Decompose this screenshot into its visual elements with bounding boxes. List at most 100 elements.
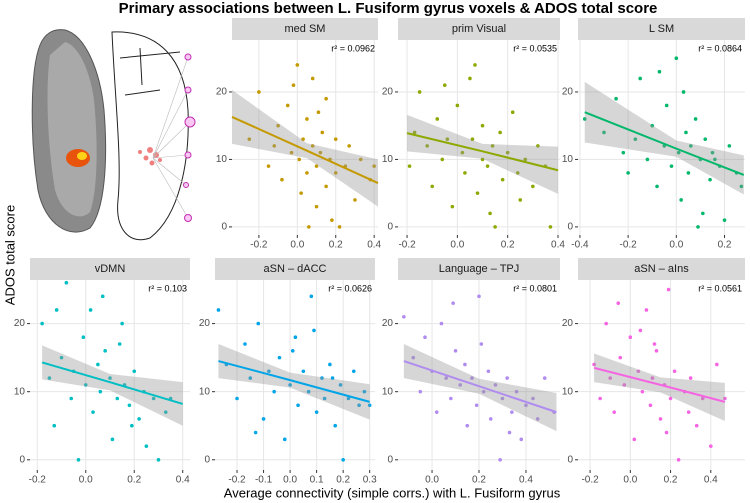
point [272,389,276,394]
point [402,314,406,319]
point [137,417,141,421]
point [235,396,239,401]
point [453,349,458,353]
point [710,150,715,155]
point [715,362,719,367]
point [120,321,124,326]
point [299,191,303,195]
point [444,376,448,380]
confidence-band [407,114,558,194]
panel-title: aSN – dACC [264,263,327,275]
point [353,198,357,202]
point [681,90,686,94]
point [307,225,311,229]
point [722,218,727,222]
point [309,294,314,299]
point [347,144,351,148]
x-tick-label: -0.2 [398,240,416,251]
point [608,376,612,380]
point [664,103,669,108]
point [132,369,137,374]
point [536,144,540,148]
point [430,184,435,189]
x-tick-label: 0.2 [472,475,486,486]
point [686,410,691,414]
point [117,342,122,346]
point [324,96,328,101]
point [261,417,266,421]
fit-line [218,360,370,403]
point [668,396,673,401]
confidence-band [594,353,725,421]
point [676,150,681,155]
x-tick-label: 0.0 [425,475,439,486]
point [621,150,626,155]
strip [232,18,378,40]
point [468,76,472,81]
point [480,157,485,162]
point [688,144,693,148]
point [81,335,86,340]
brain-highlight [47,42,97,217]
r-squared: r² = 0.0561 [698,283,742,293]
point [669,164,674,168]
point [618,355,623,360]
y-tick-label: 10 [216,154,228,165]
point [505,376,509,380]
strip [215,258,375,280]
point [296,403,300,408]
point [301,137,305,141]
brain-outline [111,31,189,241]
point [280,177,284,182]
point [439,321,444,326]
point [488,417,493,421]
y-tick-label: 20 [216,87,228,98]
point [144,444,149,448]
x-tick-label: -0.2 [228,475,246,486]
point [458,383,463,387]
y-tick-label: 0 [567,454,573,465]
point [644,308,649,312]
point [548,225,553,229]
point [440,157,445,162]
point [52,423,57,428]
plot-area [215,280,375,470]
point [330,218,334,222]
fit-line [231,116,379,184]
point [267,369,271,374]
y-tick-label: 0 [204,454,210,465]
point [519,437,524,442]
x-tick-label: 0.2 [329,240,343,251]
point [305,117,309,121]
point [322,396,327,401]
point [477,294,481,299]
point [98,389,103,394]
y-tick-label: 10 [199,386,211,397]
point [703,137,708,141]
point [314,204,319,209]
point [694,423,699,428]
point [277,355,282,360]
point [248,376,253,380]
panel-title: Language – TPJ [439,263,520,275]
x-tick-label: -0.2 [581,475,599,486]
point [463,362,467,367]
point [64,280,69,285]
x-tick-label: -0.2 [29,475,47,486]
point [100,294,105,299]
y-tick-label: 0 [387,222,393,233]
y-tick-label: 10 [562,154,574,165]
point [488,211,492,216]
point [435,117,440,121]
point [713,157,717,162]
x-tick-label: 0.0 [79,475,93,486]
r-squared: r² = 0.103 [148,283,187,293]
r-squared: r² = 0.0535 [513,43,557,53]
point [514,389,519,394]
plot-area [578,280,745,470]
y-tick-label: 10 [562,386,574,397]
x-tick-label: -0.2 [620,240,638,251]
point [243,342,247,346]
r-squared: r² = 0.0801 [513,283,557,293]
point [638,76,642,81]
